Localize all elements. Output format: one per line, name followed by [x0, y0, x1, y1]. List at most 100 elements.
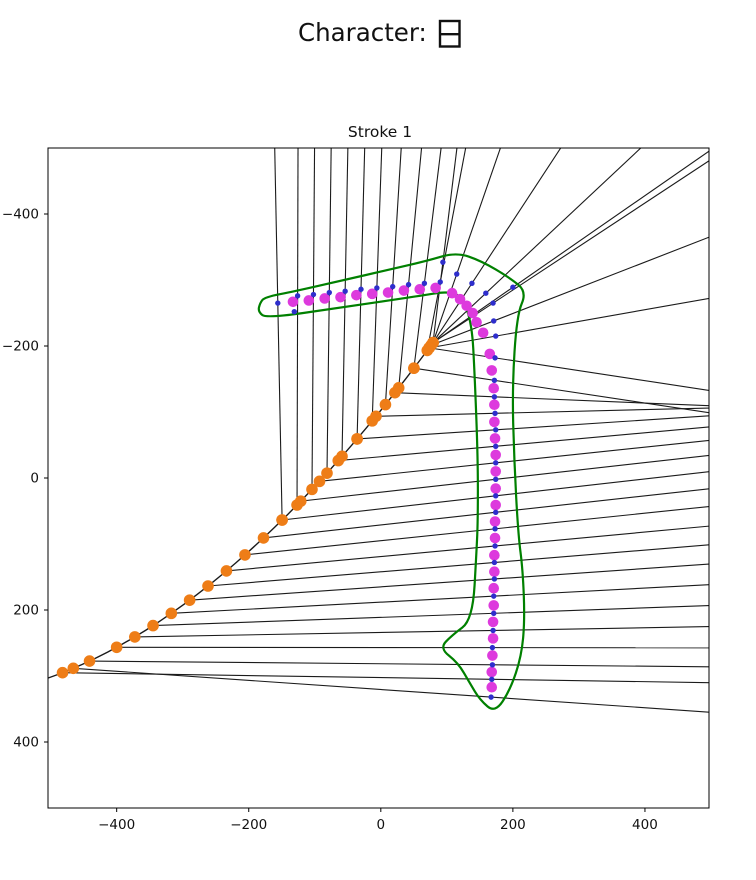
correspondence-line	[429, 297, 709, 349]
sample-dot	[405, 281, 412, 288]
correspondence-line	[207, 544, 709, 587]
sample-dot	[492, 355, 498, 361]
sample-dot	[374, 285, 380, 291]
keypoint-dot	[430, 282, 441, 294]
correspondence-line	[134, 626, 709, 638]
keypoint-dot	[398, 285, 410, 296]
correspondence-line	[432, 148, 458, 343]
correspondence-line	[62, 672, 709, 684]
keypoint-dot	[287, 296, 299, 308]
sample-dot	[493, 443, 499, 450]
keypoint-dot	[303, 295, 315, 306]
x-tick-label: 0	[377, 817, 386, 833]
correspondence-line	[432, 148, 501, 343]
keypoint-dot	[471, 316, 482, 328]
y-tick-label: 0	[30, 471, 39, 487]
figure-title-text: Character:	[298, 18, 427, 47]
curve-point-dot	[183, 594, 196, 606]
sample-dot	[275, 300, 281, 306]
keypoint-dot	[490, 449, 502, 461]
sample-dot	[390, 283, 396, 290]
sample-dot	[440, 259, 446, 265]
correspondence-line	[375, 407, 709, 417]
sample-dot	[326, 289, 332, 296]
spine-curve	[48, 342, 434, 679]
figure-title: Character:	[298, 18, 461, 48]
keypoint-dot	[366, 288, 378, 300]
sample-dot	[492, 526, 498, 532]
curve-point-dot	[165, 607, 178, 620]
correspondence-line	[263, 488, 709, 539]
correspondence-line	[338, 426, 709, 462]
keypoint-dot	[489, 532, 501, 544]
curve-point-dot	[276, 514, 288, 526]
curve-point-dot	[351, 433, 363, 445]
sample-dot	[492, 410, 498, 417]
correspondence-line	[432, 148, 642, 344]
correspondence-line	[274, 148, 283, 521]
sample-dot	[491, 559, 498, 566]
sample-dot	[493, 427, 499, 433]
stroke-outline	[257, 253, 526, 710]
sample-dot	[489, 662, 496, 668]
sample-dot	[454, 271, 460, 277]
y-tick-label: −400	[2, 207, 39, 223]
sample-dot	[489, 644, 496, 651]
sample-dot	[493, 460, 499, 466]
sample-dot	[437, 279, 443, 285]
correspondence-line	[356, 148, 366, 439]
curve-point-dot	[129, 631, 141, 643]
correspondence-line	[371, 148, 383, 421]
sample-dot	[491, 377, 498, 384]
curve-point-dot	[110, 641, 123, 654]
x-tick-label: −400	[98, 817, 135, 833]
sample-dot	[491, 394, 498, 400]
keypoint-dot	[467, 307, 478, 319]
curve-point-dot	[408, 362, 420, 374]
curve-point-dot	[306, 483, 318, 496]
curve-point-dot	[370, 410, 382, 423]
y-tick-label: 200	[13, 603, 39, 619]
keypoint-dot	[351, 289, 362, 301]
x-tick-label: 400	[632, 817, 658, 833]
correspondence-line	[282, 471, 709, 521]
correspondence-line	[394, 392, 709, 407]
stroke-keypoints	[287, 282, 502, 693]
correspondence-line	[432, 148, 562, 344]
keypoint-dot	[489, 566, 500, 578]
keypoint-dot	[487, 650, 498, 661]
keypoint-dot	[487, 633, 499, 644]
sample-dot	[469, 280, 475, 286]
correspondence-line	[296, 148, 299, 505]
curve-point-dot	[67, 662, 80, 675]
correspondence-line	[430, 236, 709, 346]
correspondence-line	[244, 505, 709, 556]
sample-dot	[493, 476, 499, 483]
keypoint-dot	[454, 293, 466, 305]
curve-point-dot	[313, 475, 326, 488]
keypoint-dot	[488, 582, 500, 594]
sample-dot	[492, 543, 498, 549]
sample-dot	[488, 694, 494, 700]
sample-dot	[491, 318, 497, 324]
correspondence-line	[73, 667, 709, 713]
keypoint-dot	[489, 516, 501, 527]
sample-dot	[493, 493, 499, 499]
plot-content	[48, 148, 709, 713]
keypoint-dot	[414, 283, 426, 295]
correspondence-line	[171, 584, 709, 614]
curve-point-dot	[294, 495, 307, 507]
sample-dot	[490, 300, 496, 306]
correspondence-line	[319, 439, 709, 482]
curve-point-dot	[321, 467, 333, 479]
curve-point-dot	[423, 342, 435, 354]
axes-title: Stroke 1	[348, 123, 412, 141]
curve-point-dot	[379, 398, 392, 411]
curve-points	[56, 336, 439, 679]
curve-point-dot	[389, 386, 401, 399]
correspondence-line	[89, 660, 709, 668]
keypoint-dot	[489, 433, 501, 444]
keypoint-dot	[484, 348, 496, 360]
correspondence-line	[429, 347, 709, 391]
keypoint-dot	[489, 399, 500, 411]
